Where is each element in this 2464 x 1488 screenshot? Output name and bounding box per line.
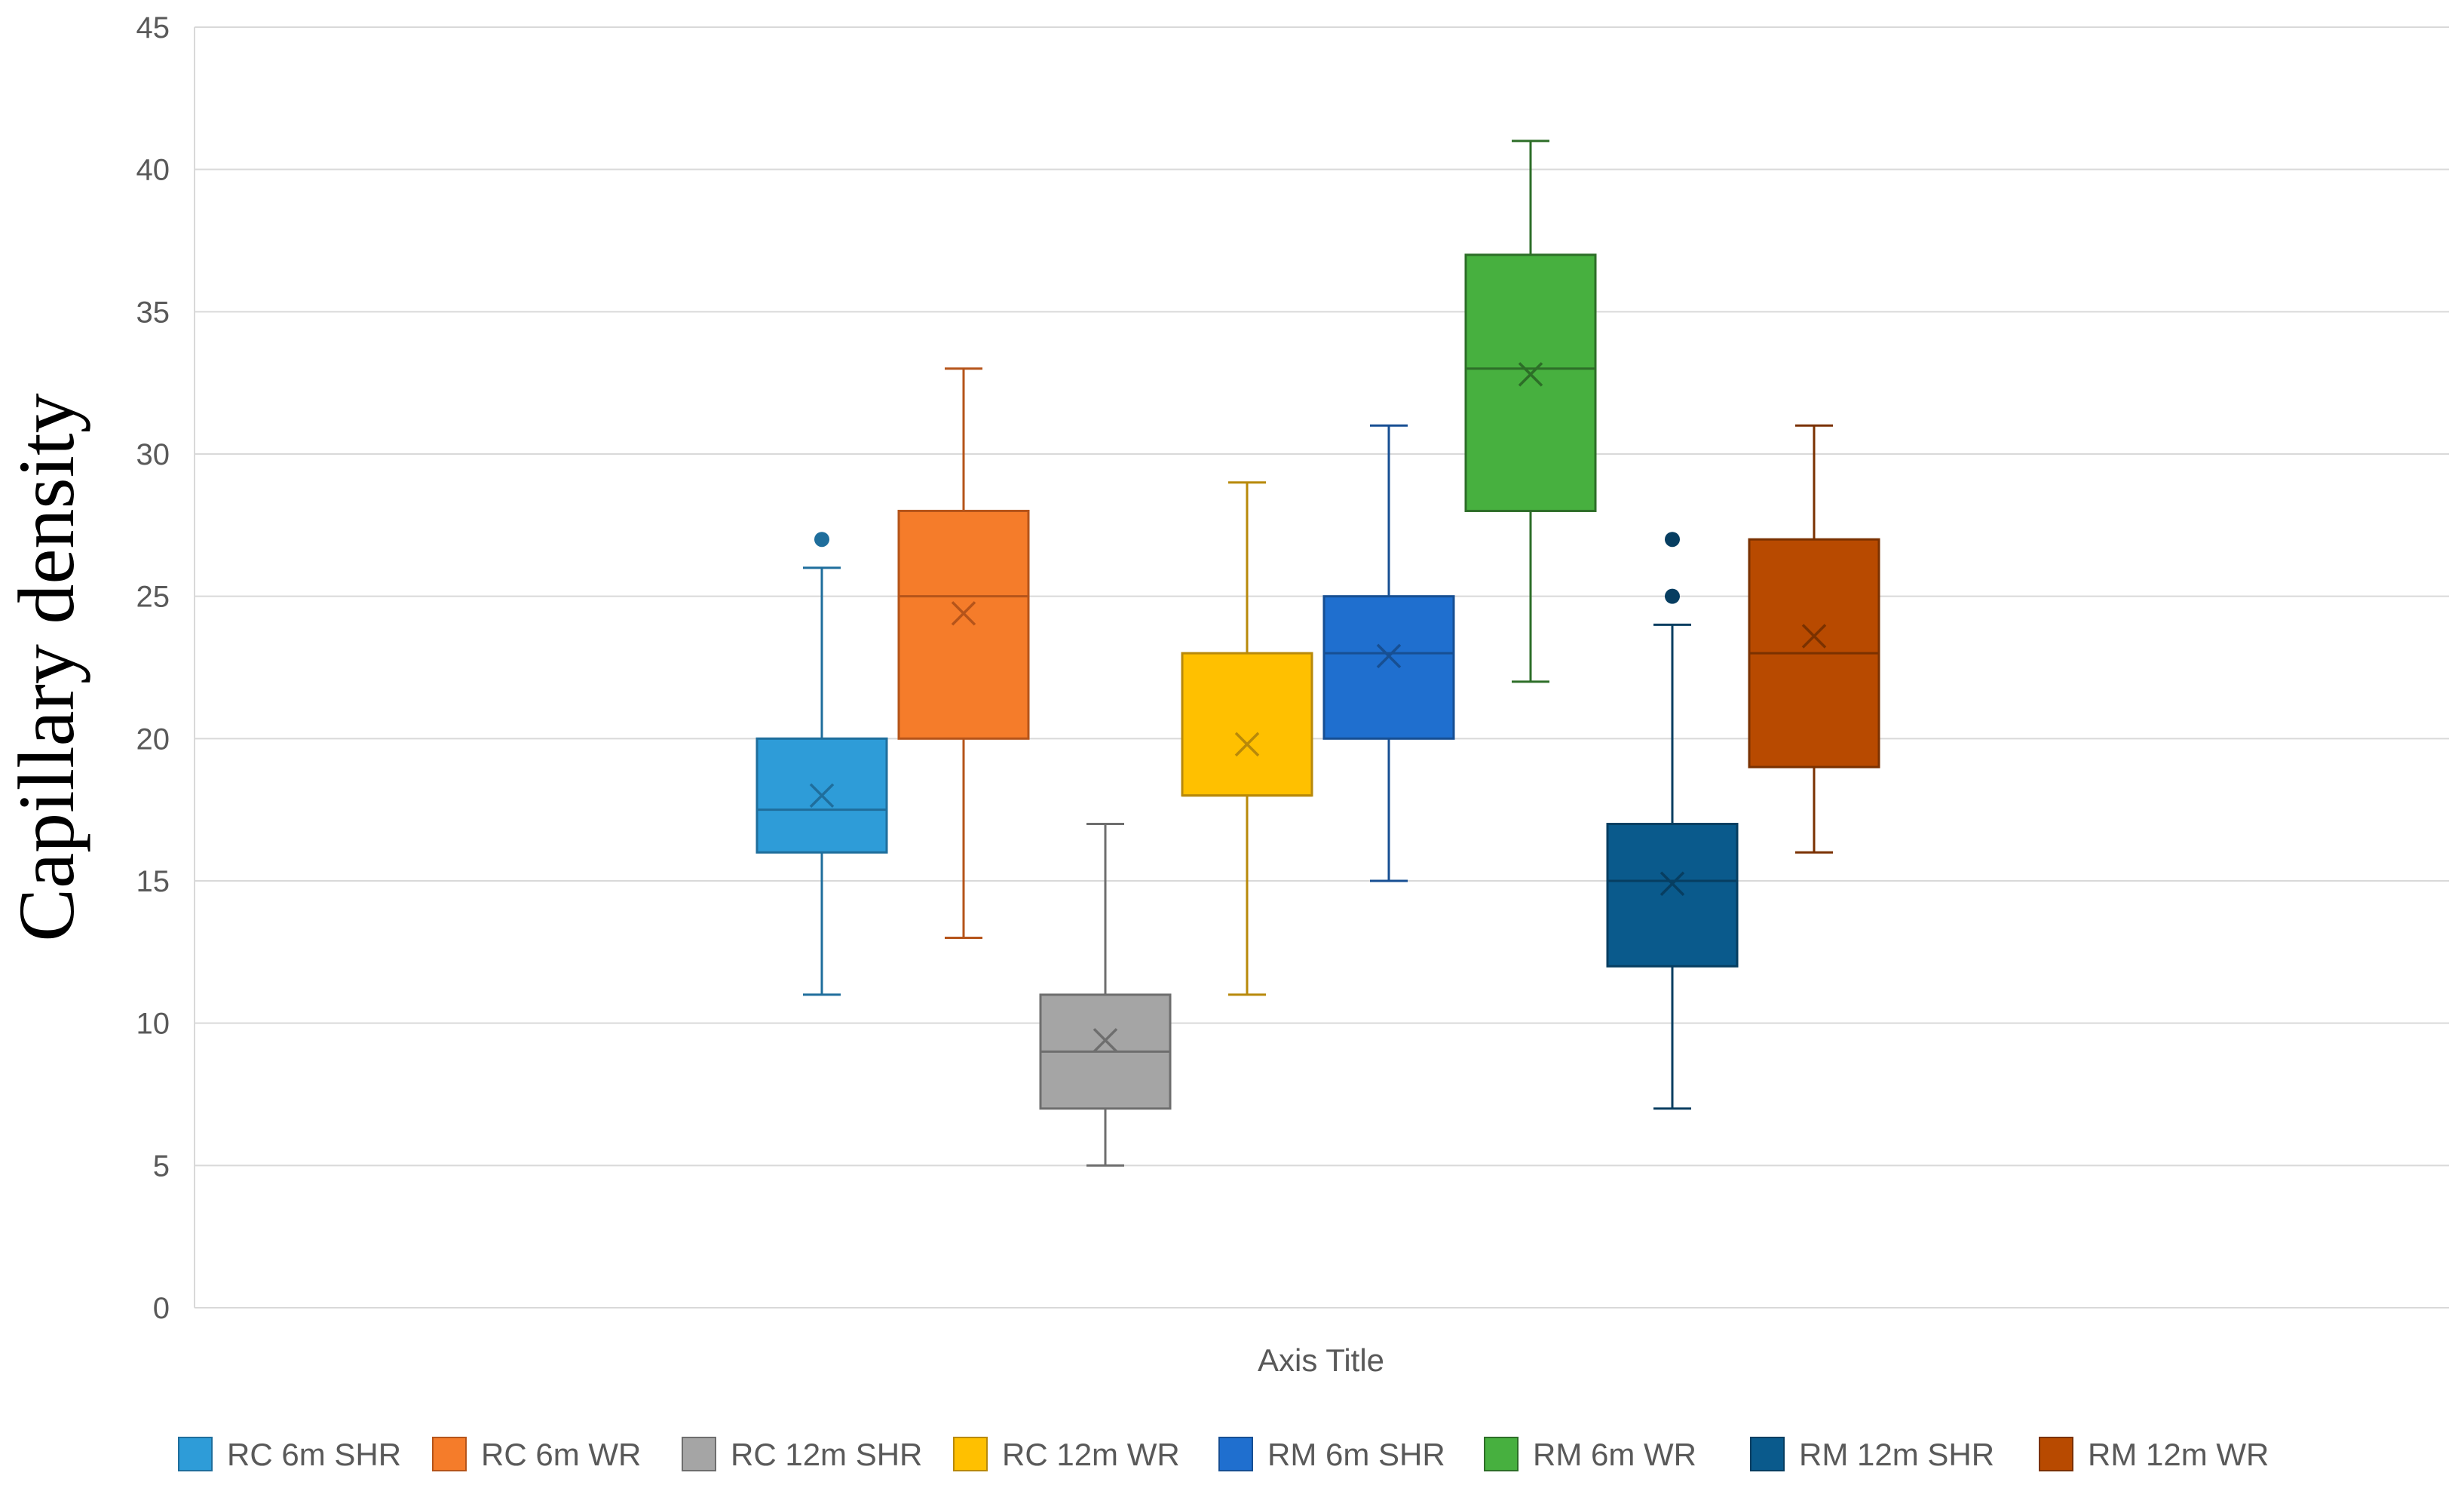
iqr-box (1181, 652, 1313, 797)
box-rc-6m-wr (897, 367, 1030, 939)
y-tick-label: 15 (136, 865, 170, 898)
legend-item: RM 12m SHR (1750, 1437, 1994, 1472)
box-rm-12m-wr (1748, 424, 1880, 854)
y-tick-label: 45 (136, 11, 170, 44)
legend-label: RM 12m WR (2088, 1437, 2269, 1472)
gridlines (194, 26, 2449, 1309)
legend-item: RM 6m WR (1484, 1437, 1696, 1472)
mean-marker (1093, 1028, 1118, 1053)
legend-item: RC 6m WR (432, 1437, 641, 1472)
y-tick-label: 0 (153, 1292, 170, 1325)
y-tick-label: 40 (136, 154, 170, 187)
iqr-box (1606, 823, 1739, 968)
legend-item: RC 6m SHR (178, 1437, 401, 1472)
legend-swatch (682, 1437, 716, 1471)
outlier-point (814, 532, 829, 548)
boxes (755, 140, 1880, 1167)
iqr-box (1322, 595, 1455, 740)
box-rc-12m-wr (1181, 481, 1313, 996)
mean-marker (1376, 643, 1402, 669)
mean-marker (1518, 362, 1543, 387)
legend-label: RM 6m SHR (1267, 1437, 1445, 1472)
y-axis-tick-labels: 0 5 10 15 20 25 30 35 40 45 (136, 11, 170, 1325)
legend-label: RC 6m SHR (227, 1437, 401, 1472)
y-tick-label: 30 (136, 438, 170, 471)
mean-marker (1660, 871, 1685, 897)
iqr-box (897, 509, 1030, 740)
y-tick-label: 25 (136, 581, 170, 614)
box-rc-6m-shr (755, 532, 888, 996)
x-axis-title: Axis Title (1258, 1342, 1384, 1378)
mean-marker (1234, 732, 1260, 757)
legend-swatch (953, 1437, 988, 1471)
legend-label: RM 6m WR (1533, 1437, 1696, 1472)
outlier-point (1665, 588, 1680, 604)
box-rm-12m-shr (1606, 532, 1739, 1110)
legend-item: RM 12m WR (2039, 1437, 2269, 1472)
box-rc-12m-shr (1039, 823, 1172, 1167)
y-tick-label: 5 (153, 1149, 170, 1183)
legend-item: RM 6m SHR (1218, 1437, 1445, 1472)
legend-swatch (1484, 1437, 1519, 1471)
legend-swatch (178, 1437, 213, 1471)
legend-label: RC 12m WR (1002, 1437, 1180, 1472)
legend-item: RC 12m SHR (682, 1437, 922, 1472)
mean-marker (809, 783, 835, 808)
legend: RC 6m SHR RC 6m WR RC 12m SHR RC 12m WR RM 6… (178, 1437, 2269, 1472)
y-tick-label: 10 (136, 1008, 170, 1041)
legend-swatch (432, 1437, 467, 1471)
outlier-point (1665, 532, 1680, 548)
legend-label: RC 12m SHR (731, 1437, 922, 1472)
y-tick-label: 20 (136, 723, 170, 756)
box-rm-6m-shr (1322, 424, 1455, 882)
iqr-box (1464, 253, 1597, 512)
legend-swatch (1750, 1437, 1785, 1471)
y-tick-label: 35 (136, 296, 170, 329)
box-rm-6m-wr (1464, 140, 1597, 683)
legend-swatch (2039, 1437, 2073, 1471)
mean-marker (1801, 624, 1827, 649)
legend-swatch (1218, 1437, 1253, 1471)
legend-label: RM 12m SHR (1799, 1437, 1994, 1472)
legend-item: RC 12m WR (953, 1437, 1180, 1472)
y-axis-title: Capillary density (2, 393, 90, 941)
legend-label: RC 6m WR (481, 1437, 641, 1472)
mean-marker (951, 601, 976, 626)
